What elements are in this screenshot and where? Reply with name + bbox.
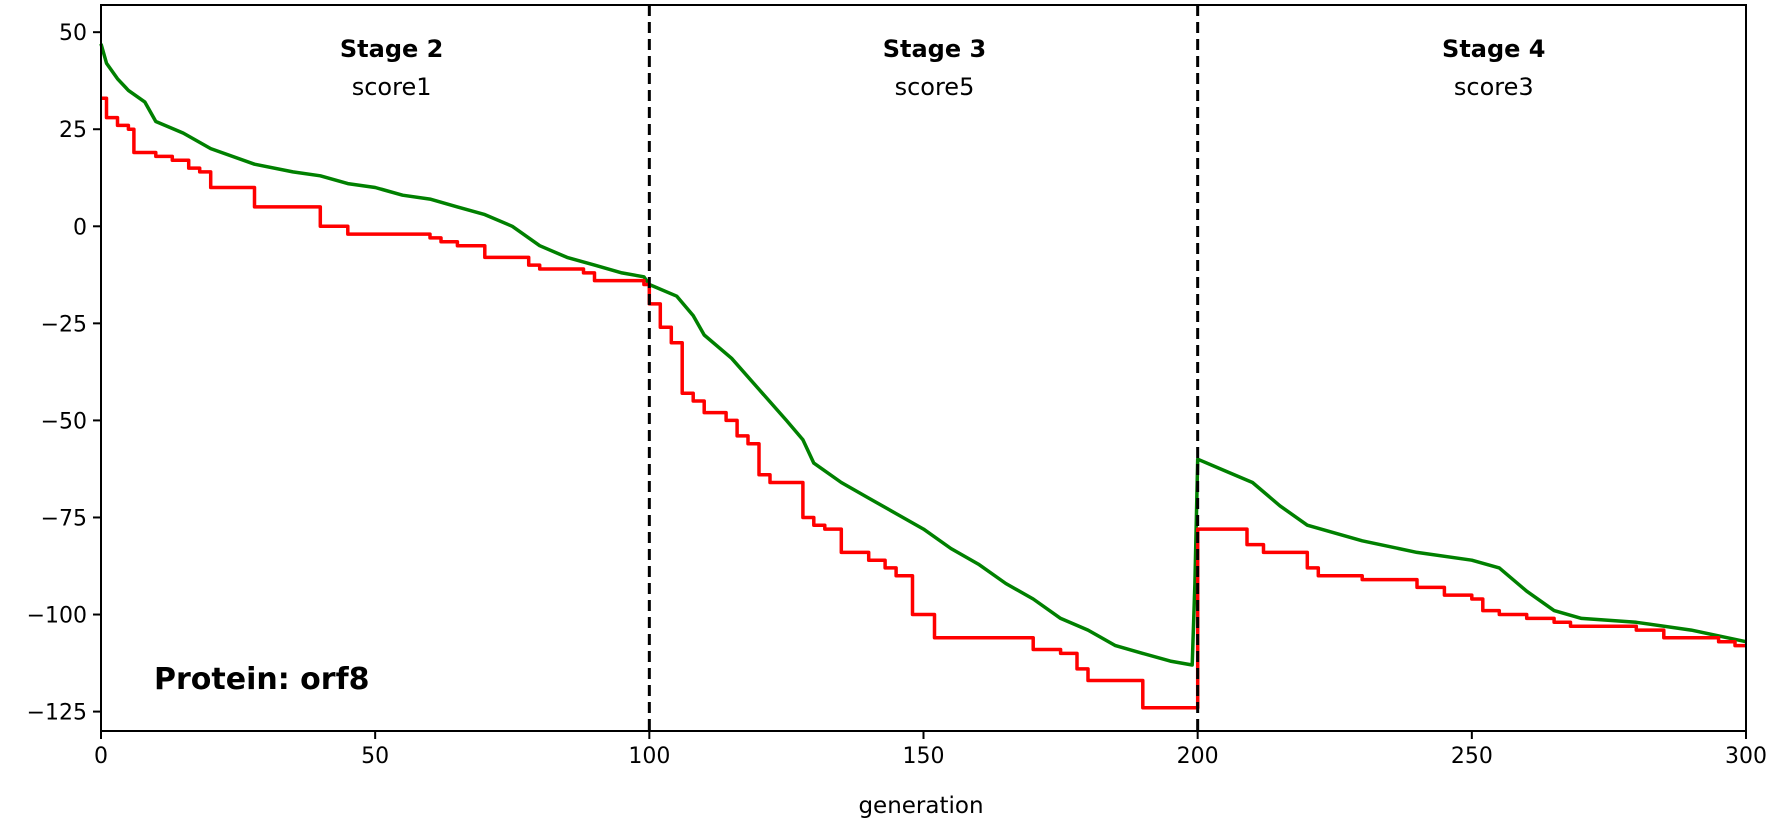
x-tick-label-0: 0 <box>94 744 108 769</box>
y-tick-label--100: −100 <box>27 604 87 629</box>
stage-score-1: score1 <box>352 73 432 101</box>
stage-title-1: Stage 2 <box>340 35 443 63</box>
x-tick-label-100: 100 <box>628 744 670 769</box>
y-tick-label-0: 0 <box>73 215 87 240</box>
x-tick-label-150: 150 <box>903 744 945 769</box>
x-tick-label-50: 50 <box>361 744 389 769</box>
stage-score-3: score3 <box>1454 73 1534 101</box>
series-layer <box>99 43 1747 710</box>
stage-title-2: Stage 3 <box>883 35 986 63</box>
series-line-2 <box>101 96 1746 710</box>
stage-labels: Stage 2 score1 Stage 3 score5 Stage 4 score3 <box>340 35 1546 101</box>
stage-title-3: Stage 4 <box>1442 35 1545 63</box>
protein-annotation: Protein: orf8 <box>154 662 370 697</box>
x-axis-label: generation <box>858 793 983 819</box>
y-tick-label-25: 25 <box>59 118 87 143</box>
y-tick-label--75: −75 <box>41 506 87 531</box>
y-tick-label-50: 50 <box>59 21 87 46</box>
y-tick-label--50: −50 <box>41 409 87 434</box>
plot-frame <box>100 4 1747 732</box>
y-tick-label--125: −125 <box>27 701 87 726</box>
stage-score-2: score5 <box>895 73 975 101</box>
x-tick-label-250: 250 <box>1451 744 1493 769</box>
x-tick-label-300: 300 <box>1725 744 1767 769</box>
stage-dividers <box>647 5 1200 731</box>
y-tick-label--25: −25 <box>41 312 87 337</box>
x-tick-label-200: 200 <box>1177 744 1219 769</box>
series-line-1 <box>99 43 1747 667</box>
